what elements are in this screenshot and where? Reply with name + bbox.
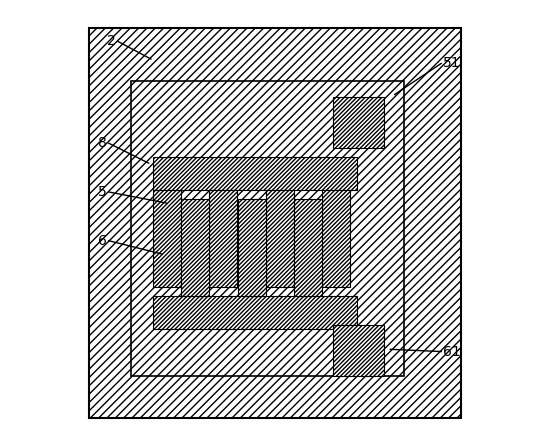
Bar [238,198,266,296]
Bar [89,28,461,418]
Bar [153,157,357,190]
Bar [266,190,294,287]
Bar [182,198,210,296]
Bar [153,296,357,330]
Bar [153,190,181,287]
Bar [322,190,350,287]
Bar [333,97,383,148]
Bar [210,190,238,287]
Text: 51: 51 [443,57,461,70]
Bar [131,81,404,376]
Bar [333,325,383,376]
Bar [294,198,322,296]
Text: 8: 8 [98,136,107,150]
Text: 61: 61 [443,344,461,359]
Text: 2: 2 [107,34,116,48]
Text: 6: 6 [98,234,107,248]
Text: 5: 5 [98,185,107,199]
